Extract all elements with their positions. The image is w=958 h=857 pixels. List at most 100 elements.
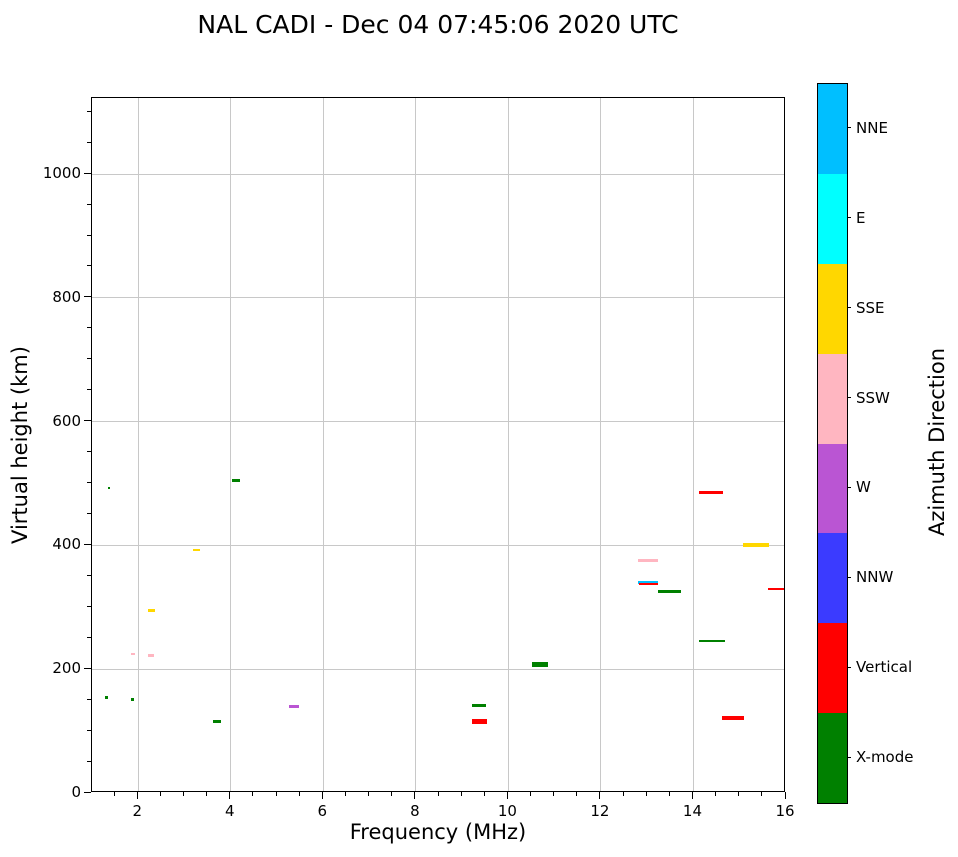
gridline-y-800 bbox=[92, 297, 784, 299]
colorbar-tick bbox=[847, 576, 851, 578]
y-minor-tick bbox=[87, 605, 91, 607]
y-tick-label: 800 bbox=[52, 287, 81, 306]
data-point-ssw bbox=[148, 654, 155, 658]
y-major-tick bbox=[84, 667, 91, 669]
x-tick-label: 6 bbox=[317, 802, 328, 820]
data-point-w bbox=[288, 705, 299, 709]
data-point-vertical bbox=[768, 588, 784, 591]
gridline-x-12 bbox=[600, 98, 602, 791]
colorbar-tick bbox=[847, 486, 851, 488]
data-point-x-mode bbox=[130, 698, 134, 702]
colorbar-tick-label: W bbox=[856, 478, 871, 497]
data-point-ssw bbox=[130, 653, 135, 656]
x-major-tick bbox=[506, 792, 508, 799]
x-minor-tick bbox=[576, 792, 578, 796]
colorbar-axis-label: Azimuth Direction bbox=[925, 347, 949, 537]
x-minor-tick bbox=[206, 792, 208, 796]
data-point-vertical bbox=[638, 583, 658, 586]
y-tick-label: 200 bbox=[52, 659, 81, 678]
x-minor-tick bbox=[622, 792, 624, 796]
y-major-tick bbox=[84, 296, 91, 298]
colorbar-tick-label: SSE bbox=[856, 298, 885, 317]
y-minor-tick bbox=[87, 729, 91, 731]
y-minor-tick bbox=[87, 110, 91, 112]
colorbar-segment-vertical bbox=[818, 623, 847, 714]
data-point-nne bbox=[638, 581, 659, 585]
x-minor-tick bbox=[252, 792, 254, 796]
colorbar-tick-label: X-mode bbox=[856, 748, 914, 767]
y-minor-tick bbox=[87, 636, 91, 638]
x-major-tick bbox=[414, 792, 416, 799]
colorbar-tick-label: NNW bbox=[856, 568, 894, 587]
data-point-sse bbox=[147, 608, 155, 612]
y-tick-label: 600 bbox=[52, 411, 81, 430]
colorbar-segment-e bbox=[818, 173, 847, 264]
gridline-y-1000 bbox=[92, 173, 784, 175]
gridline-x-14 bbox=[692, 98, 694, 791]
x-major-tick bbox=[136, 792, 138, 799]
x-minor-tick bbox=[668, 792, 670, 796]
x-minor-tick bbox=[113, 792, 115, 796]
x-minor-tick bbox=[761, 792, 763, 796]
x-major-tick bbox=[321, 792, 323, 799]
gridline-y-200 bbox=[92, 668, 784, 670]
y-minor-tick bbox=[87, 203, 91, 205]
colorbar-tick bbox=[847, 217, 851, 219]
plot-area bbox=[91, 97, 785, 792]
data-point-vertical bbox=[471, 719, 487, 725]
colorbar-segment-ssw bbox=[818, 353, 847, 444]
x-major-tick bbox=[691, 792, 693, 799]
colorbar-tick bbox=[847, 127, 851, 129]
y-minor-tick bbox=[87, 760, 91, 762]
colorbar-tick-label: E bbox=[856, 208, 866, 227]
colorbar-segment-w bbox=[818, 443, 847, 534]
x-tick-label: 10 bbox=[497, 802, 517, 820]
x-minor-tick bbox=[298, 792, 300, 796]
x-minor-tick bbox=[183, 792, 185, 796]
x-minor-tick bbox=[344, 792, 346, 796]
y-minor-tick bbox=[87, 234, 91, 236]
x-minor-tick bbox=[368, 792, 370, 796]
data-point-vertical bbox=[699, 491, 723, 495]
x-minor-tick bbox=[530, 792, 532, 796]
x-major-tick bbox=[784, 792, 786, 799]
x-minor-tick bbox=[460, 792, 462, 796]
colorbar-tick-label: NNE bbox=[856, 118, 888, 137]
colorbar-segment-nne bbox=[818, 84, 847, 174]
y-minor-tick bbox=[87, 327, 91, 329]
y-axis-label: Virtual height (km) bbox=[8, 346, 32, 544]
gridline-x-4 bbox=[230, 98, 232, 791]
data-point-x-mode bbox=[107, 486, 111, 489]
y-minor-tick bbox=[87, 389, 91, 391]
x-major-tick bbox=[599, 792, 601, 799]
y-minor-tick bbox=[87, 265, 91, 267]
x-minor-tick bbox=[275, 792, 277, 796]
x-minor-tick bbox=[738, 792, 740, 796]
colorbar-tick-label: SSW bbox=[856, 388, 890, 407]
x-axis-label: Frequency (MHz) bbox=[349, 820, 527, 844]
data-point-x-mode bbox=[213, 719, 222, 723]
colorbar bbox=[817, 83, 848, 804]
data-point-ssw bbox=[638, 559, 659, 563]
data-point-x-mode bbox=[699, 640, 725, 643]
colorbar-tick-label: Vertical bbox=[856, 658, 913, 677]
colorbar-tick bbox=[847, 666, 851, 668]
colorbar-tick bbox=[847, 307, 851, 309]
y-minor-tick bbox=[87, 482, 91, 484]
x-tick-label: 12 bbox=[590, 802, 610, 820]
data-point-x-mode bbox=[532, 662, 549, 668]
y-tick-label: 0 bbox=[71, 783, 81, 801]
x-minor-tick bbox=[159, 792, 161, 796]
gridline-y-600 bbox=[92, 421, 784, 423]
y-major-tick bbox=[84, 420, 91, 422]
x-tick-label: 2 bbox=[132, 802, 143, 820]
y-tick-label: 1000 bbox=[42, 164, 81, 183]
gridline-x-8 bbox=[415, 98, 417, 791]
chart-title: NAL CADI - Dec 04 07:45:06 2020 UTC bbox=[197, 10, 679, 39]
x-minor-tick bbox=[391, 792, 393, 796]
data-point-sse bbox=[743, 542, 770, 547]
x-minor-tick bbox=[553, 792, 555, 796]
y-minor-tick bbox=[87, 451, 91, 453]
x-major-tick bbox=[229, 792, 231, 799]
